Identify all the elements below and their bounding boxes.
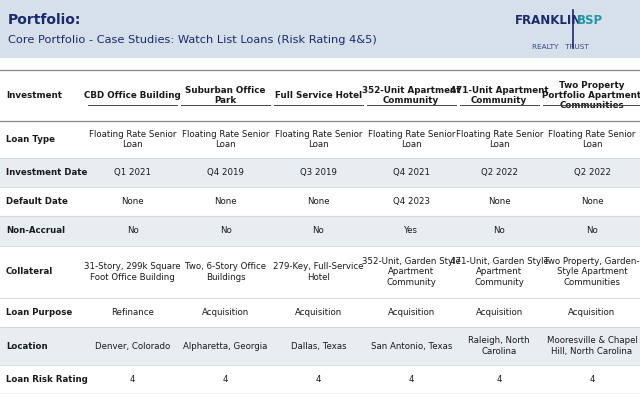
Text: Q1 2021: Q1 2021 — [115, 168, 151, 177]
Text: Loan Purpose: Loan Purpose — [6, 308, 72, 317]
Text: None: None — [488, 197, 511, 206]
Text: Suburban Office
Park: Suburban Office Park — [186, 86, 266, 105]
Text: 279-Key, Full-Service
Hotel: 279-Key, Full-Service Hotel — [273, 262, 364, 282]
Text: Floating Rate Senior
Loan: Floating Rate Senior Loan — [89, 130, 177, 149]
Text: San Antonio, Texas: San Antonio, Texas — [371, 342, 452, 351]
Text: 352-Unit Apartment
Community: 352-Unit Apartment Community — [362, 86, 460, 105]
Text: Loan Risk Rating: Loan Risk Rating — [6, 375, 88, 384]
Text: Floating Rate Senior
Loan: Floating Rate Senior Loan — [275, 130, 362, 149]
Text: Mooresville & Chapel
Hill, North Carolina: Mooresville & Chapel Hill, North Carolin… — [547, 336, 637, 356]
Text: Collateral: Collateral — [6, 267, 53, 276]
Text: None: None — [580, 197, 604, 206]
Bar — [0, 158, 640, 187]
Text: Q4 2021: Q4 2021 — [393, 168, 429, 177]
Text: Two Property
Portfolio Apartment
Communities: Two Property Portfolio Apartment Communi… — [543, 80, 640, 110]
Text: Q2 2022: Q2 2022 — [573, 168, 611, 177]
Text: No: No — [312, 227, 324, 235]
Text: Alpharetta, Georgia: Alpharetta, Georgia — [184, 342, 268, 351]
Bar — [0, 70, 640, 121]
Text: No: No — [586, 227, 598, 235]
Text: Raleigh, North
Carolina: Raleigh, North Carolina — [468, 336, 530, 356]
Text: Floating Rate Senior
Loan: Floating Rate Senior Loan — [548, 130, 636, 149]
Text: Yes: Yes — [404, 227, 418, 235]
Bar — [0, 216, 640, 245]
Text: Refinance: Refinance — [111, 308, 154, 317]
Text: No: No — [127, 227, 139, 235]
Bar — [0, 245, 640, 298]
Text: Investment Date: Investment Date — [6, 168, 87, 177]
Text: None: None — [214, 197, 237, 206]
Text: Loan Type: Loan Type — [6, 135, 55, 144]
Text: CBD Office Building: CBD Office Building — [84, 91, 181, 100]
Bar — [0, 187, 640, 216]
Text: 4: 4 — [589, 375, 595, 384]
Text: FRANKLIN: FRANKLIN — [515, 14, 582, 27]
Text: Acquisition: Acquisition — [388, 308, 435, 317]
Text: BSP: BSP — [577, 14, 604, 27]
Bar — [0, 365, 640, 394]
Text: 4: 4 — [316, 375, 321, 384]
Text: None: None — [122, 197, 144, 206]
Text: No: No — [493, 227, 505, 235]
Text: 4: 4 — [408, 375, 414, 384]
Text: Two, 6-Story Office
Buildings: Two, 6-Story Office Buildings — [185, 262, 266, 282]
Text: Portfolio:: Portfolio: — [8, 13, 81, 27]
Text: Q3 2019: Q3 2019 — [300, 168, 337, 177]
Text: Q2 2022: Q2 2022 — [481, 168, 518, 177]
Text: None: None — [307, 197, 330, 206]
Text: Denver, Colorado: Denver, Colorado — [95, 342, 170, 351]
Text: Acquisition: Acquisition — [476, 308, 523, 317]
Text: Location: Location — [6, 342, 47, 351]
Text: Core Portfolio - Case Studies: Watch List Loans (Risk Rating 4&5): Core Portfolio - Case Studies: Watch Lis… — [8, 35, 376, 45]
Text: Acquisition: Acquisition — [568, 308, 616, 317]
Text: Full Service Hotel: Full Service Hotel — [275, 91, 362, 100]
Text: Two Property, Garden-
Style Apartment
Communities: Two Property, Garden- Style Apartment Co… — [544, 257, 640, 287]
Text: 4: 4 — [223, 375, 228, 384]
Text: Non-Accrual: Non-Accrual — [6, 227, 65, 235]
Text: Investment: Investment — [6, 91, 61, 100]
Text: 4: 4 — [497, 375, 502, 384]
Bar — [0, 327, 640, 365]
Text: 471-Unit Apartment
Community: 471-Unit Apartment Community — [450, 86, 548, 105]
Text: Acquisition: Acquisition — [295, 308, 342, 317]
Text: 471-Unit, Garden Style
Apartment
Community: 471-Unit, Garden Style Apartment Communi… — [450, 257, 548, 287]
Text: 31-Story, 299k Square
Foot Office Building: 31-Story, 299k Square Foot Office Buildi… — [84, 262, 181, 282]
Text: 352-Unit, Garden Style
Apartment
Community: 352-Unit, Garden Style Apartment Communi… — [362, 257, 461, 287]
Text: Default Date: Default Date — [6, 197, 68, 206]
Text: Floating Rate Senior
Loan: Floating Rate Senior Loan — [456, 130, 543, 149]
Text: Dallas, Texas: Dallas, Texas — [291, 342, 346, 351]
Bar — [0, 121, 640, 158]
Text: Floating Rate Senior
Loan: Floating Rate Senior Loan — [182, 130, 269, 149]
Text: Floating Rate Senior
Loan: Floating Rate Senior Loan — [367, 130, 455, 149]
Text: No: No — [220, 227, 232, 235]
Bar — [0, 298, 640, 327]
Text: 4: 4 — [130, 375, 136, 384]
Text: Q4 2019: Q4 2019 — [207, 168, 244, 177]
Text: Acquisition: Acquisition — [202, 308, 249, 317]
Text: Q4 2023: Q4 2023 — [393, 197, 429, 206]
Text: REALTY   TRUST: REALTY TRUST — [532, 44, 589, 50]
